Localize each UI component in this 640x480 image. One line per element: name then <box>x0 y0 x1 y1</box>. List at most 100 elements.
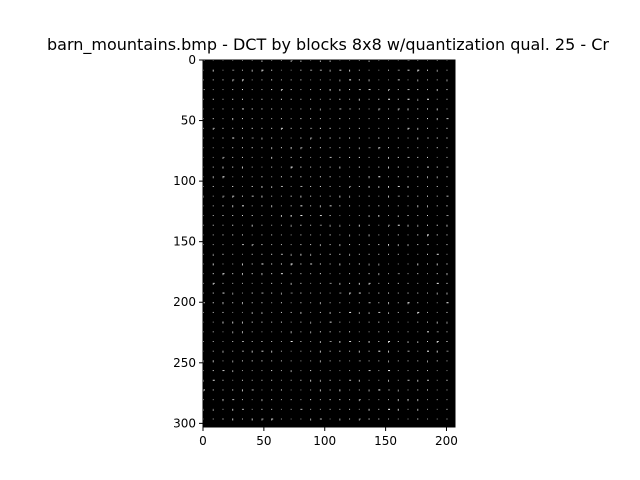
dc-coefficient-dot <box>407 69 410 71</box>
ac-coefficient-dot <box>407 128 409 130</box>
dc-coefficient-dot <box>271 98 273 100</box>
dc-coefficient-dot <box>407 350 410 352</box>
ac-coefficient-dot <box>427 361 428 363</box>
ac-coefficient-dot <box>290 283 292 285</box>
dc-coefficient-dot <box>446 224 448 226</box>
dc-coefficient-dot <box>290 166 293 168</box>
dc-coefficient-dot <box>222 399 224 401</box>
dc-coefficient-dot <box>251 389 254 391</box>
dc-coefficient-dot <box>397 205 399 207</box>
dc-coefficient-dot <box>271 79 273 81</box>
dc-coefficient-dot <box>427 147 428 149</box>
ac-coefficient-dot <box>368 235 370 237</box>
dc-coefficient-dot <box>251 234 253 236</box>
dc-coefficient-dot <box>261 370 263 372</box>
dc-coefficient-dot <box>329 418 331 420</box>
dc-coefficient-dot <box>319 273 321 275</box>
dc-coefficient-dot <box>436 156 438 158</box>
dc-coefficient-dot <box>427 389 428 391</box>
dc-coefficient-dot <box>368 292 370 294</box>
dc-coefficient-dot <box>290 224 292 226</box>
ac-coefficient-dot <box>300 61 302 62</box>
dc-coefficient-dot <box>446 350 449 352</box>
dc-coefficient-dot <box>427 215 428 217</box>
dc-coefficient-dot <box>280 253 283 255</box>
dc-coefficient-dot <box>212 418 214 420</box>
dc-coefficient-dot <box>251 408 253 410</box>
dc-coefficient-dot <box>300 253 302 255</box>
dc-coefficient-dot <box>436 370 438 372</box>
dc-coefficient-dot <box>329 321 332 323</box>
ac-coefficient-dot <box>368 61 370 62</box>
ac-coefficient-dot <box>407 245 409 247</box>
dc-coefficient-dot <box>417 224 419 226</box>
dc-coefficient-dot <box>251 108 253 110</box>
dc-coefficient-dot <box>280 98 282 100</box>
dc-coefficient-dot <box>329 379 331 381</box>
dc-coefficient-dot <box>339 408 341 410</box>
dc-coefficient-dot <box>378 147 381 149</box>
dc-coefficient-dot <box>358 69 360 71</box>
ac-coefficient-dot <box>358 148 360 150</box>
dc-coefficient-dot <box>388 273 390 275</box>
dc-coefficient-dot <box>397 399 399 401</box>
dc-coefficient-dot <box>397 273 400 275</box>
dc-coefficient-dot <box>280 379 282 381</box>
dc-coefficient-dot <box>417 370 419 372</box>
dc-coefficient-dot <box>427 176 428 178</box>
ac-coefficient-dot <box>339 390 341 392</box>
dc-coefficient-dot <box>407 253 409 255</box>
dc-coefficient-dot <box>427 224 428 226</box>
dc-coefficient-dot <box>407 341 409 343</box>
dc-coefficient-dot <box>339 273 341 275</box>
dc-coefficient-dot <box>310 273 312 275</box>
dc-coefficient-dot <box>397 195 400 197</box>
dc-coefficient-dot <box>319 89 321 91</box>
ac-coefficient-dot <box>388 303 390 305</box>
dc-coefficient-dot <box>329 89 331 91</box>
dc-coefficient-dot <box>329 399 331 401</box>
dc-coefficient-dot <box>427 379 429 381</box>
dc-coefficient-dot <box>290 379 292 381</box>
dc-coefficient-dot <box>446 418 448 420</box>
dc-coefficient-dot <box>300 321 302 323</box>
dc-coefficient-dot <box>368 311 370 313</box>
dc-coefficient-dot <box>319 195 321 197</box>
dc-coefficient-dot <box>280 399 282 401</box>
dc-coefficient-dot <box>310 282 312 284</box>
dc-coefficient-dot <box>358 350 360 352</box>
dc-coefficient-dot <box>310 311 312 313</box>
dc-coefficient-dot <box>290 273 292 275</box>
dc-coefficient-dot <box>417 311 420 313</box>
dc-coefficient-dot <box>427 89 428 91</box>
ac-coefficient-dot <box>446 293 448 295</box>
dc-coefficient-dot <box>368 331 370 333</box>
dc-coefficient-dot <box>436 379 438 381</box>
dc-coefficient-dot <box>310 176 312 178</box>
ac-coefficient-dot <box>388 361 390 363</box>
dc-coefficient-dot <box>222 292 225 294</box>
dc-coefficient-dot <box>300 69 302 71</box>
ac-coefficient-dot <box>241 332 243 334</box>
dc-coefficient-dot <box>271 311 273 313</box>
dc-coefficient-dot <box>339 166 341 168</box>
ac-coefficient-dot <box>436 177 438 179</box>
dc-coefficient-dot <box>397 408 399 410</box>
dc-coefficient-dot <box>300 234 302 236</box>
dc-coefficient-dot <box>261 127 263 129</box>
ac-coefficient-dot <box>241 274 243 276</box>
dc-coefficient-dot <box>446 166 449 168</box>
dc-coefficient-dot <box>339 147 341 149</box>
dc-coefficient-dot <box>280 418 282 420</box>
dc-coefficient-dot <box>310 263 313 265</box>
dc-coefficient-dot <box>436 166 438 168</box>
dc-coefficient-dot <box>417 418 419 420</box>
x-tick-label: 50 <box>256 434 271 448</box>
dc-coefficient-dot <box>358 118 360 120</box>
dc-coefficient-dot <box>212 108 214 110</box>
dc-coefficient-dot <box>222 360 224 362</box>
dc-coefficient-dot <box>427 263 428 265</box>
dc-coefficient-dot <box>368 399 370 401</box>
ac-coefficient-dot <box>446 225 448 227</box>
dc-coefficient-dot <box>280 224 282 226</box>
